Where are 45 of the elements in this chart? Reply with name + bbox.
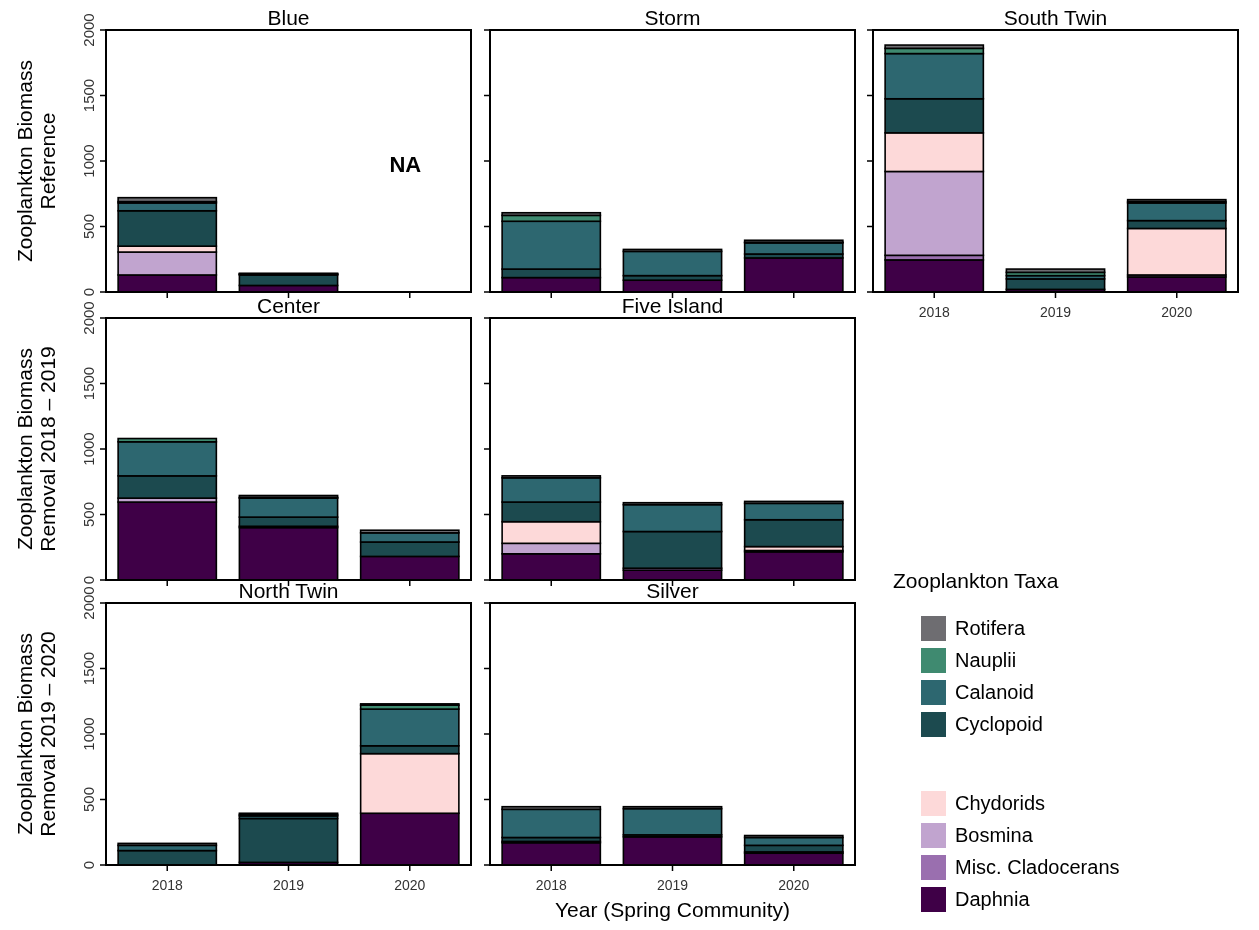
x-tick-label: 2018 (151, 877, 184, 893)
y-tick-label: 1000 (80, 144, 97, 178)
legend-label: Calanoid (955, 681, 1034, 703)
legend-label: Bosmina (955, 824, 1034, 846)
y-tick-label: 500 (80, 786, 97, 813)
legend-label: Cyclopoid (955, 713, 1043, 735)
y-tick-label: 1000 (80, 717, 97, 751)
y-tick-label: 2000 (80, 586, 97, 620)
x-tick-label: 2018 (535, 877, 568, 893)
y-tick-label: 1500 (80, 651, 97, 686)
x-tick-label: 2019 (656, 877, 689, 893)
y-axis-title: Zooplankton Biomass Reference (13, 60, 59, 262)
x-tick-label: 2019 (272, 877, 305, 893)
chart-title: Blue (267, 6, 310, 29)
x-tick-label: 2020 (778, 877, 810, 893)
x-axis-title: Year (Spring Community) (555, 898, 790, 921)
y-tick-label: 1500 (80, 366, 97, 401)
y-tick-label: 0 (80, 575, 97, 585)
chart-title: Storm (644, 6, 701, 29)
y-tick-label: 0 (80, 860, 97, 870)
x-tick-label: 2020 (1161, 304, 1193, 320)
chart-title: South Twin (1003, 6, 1108, 29)
legend-label: Misc. Cladocerans (955, 856, 1120, 878)
x-tick-label: 2018 (918, 304, 951, 320)
y-tick-label: 1500 (80, 78, 97, 113)
x-tick-label: 2019 (1039, 304, 1072, 320)
legend-label: Daphnia (955, 888, 1031, 910)
y-tick-label: 2000 (80, 13, 97, 47)
chart-title: Silver (646, 579, 699, 602)
legend-label: Chydorids (955, 792, 1046, 814)
legend-label: Rotifera (955, 617, 1026, 639)
y-tick-label: 2000 (80, 301, 97, 335)
legend-label: Nauplii (955, 649, 1017, 671)
chart-title: North Twin (238, 579, 339, 602)
y-tick-label: 500 (80, 501, 97, 528)
chart-title: Center (256, 294, 321, 317)
y-axis-title: Zooplankton Biomass Removal 2019 – 2020 (13, 631, 59, 837)
legend-title: Zooplankton Taxa (893, 569, 1059, 592)
y-tick-label: 500 (80, 213, 97, 240)
chart-title: Five Island (621, 294, 724, 317)
y-axis-title: Zooplankton Biomass Removal 2018 – 2019 (13, 346, 59, 552)
y-tick-label: 1000 (80, 432, 97, 466)
annotation: NA (389, 152, 422, 178)
y-tick-label: 0 (80, 287, 97, 297)
x-tick-label: 2020 (394, 877, 426, 893)
